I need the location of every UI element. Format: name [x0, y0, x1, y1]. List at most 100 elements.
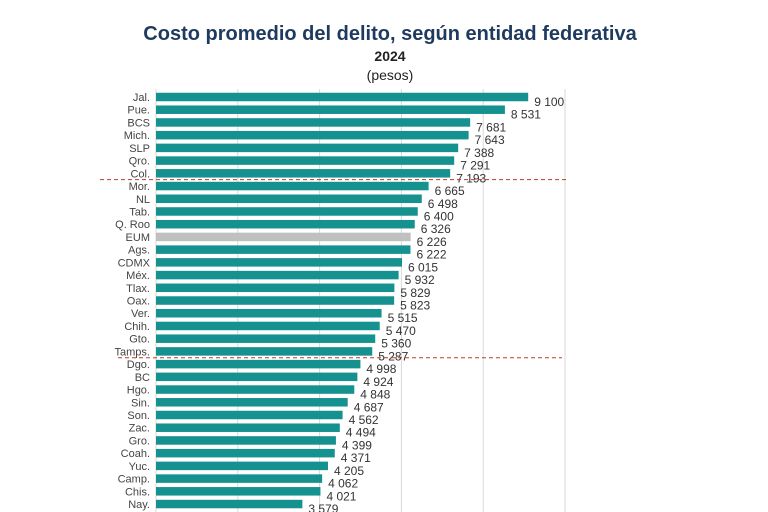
- bar-chih: [156, 321, 380, 331]
- category-label: Oax.: [127, 296, 150, 308]
- value-label: 6 400: [424, 209, 454, 223]
- value-label: 4 562: [349, 413, 379, 427]
- category-label: Zac.: [129, 423, 150, 435]
- value-label: 5 829: [400, 286, 430, 300]
- category-label: Ags.: [128, 245, 150, 257]
- category-label: BCS: [127, 117, 150, 129]
- value-label: 7 681: [476, 120, 506, 134]
- bar-chis: [156, 487, 321, 496]
- bar-bcs: [156, 118, 471, 127]
- bar-oax: [156, 296, 395, 305]
- bar-jal: [156, 92, 529, 102]
- value-label: 6 226: [417, 235, 447, 249]
- value-label: 4 021: [326, 489, 356, 503]
- bar-zac: [156, 423, 340, 432]
- category-label: Qro.: [129, 156, 150, 168]
- value-label: 5 360: [381, 337, 411, 351]
- value-label: 6 498: [428, 197, 458, 211]
- value-label: 7 193: [456, 171, 486, 185]
- category-label: Tlax.: [126, 283, 150, 295]
- bar-hgo: [156, 385, 355, 394]
- chart-subtitle: 2024: [374, 48, 405, 64]
- category-label: Mich.: [124, 130, 150, 142]
- bar-slp: [156, 143, 459, 153]
- bar-nay: [156, 499, 303, 509]
- bar-tamps: [156, 347, 373, 356]
- value-label: 3 579: [308, 502, 338, 512]
- value-label: 4 205: [334, 464, 364, 478]
- value-label: 7 291: [460, 159, 490, 173]
- category-label: Col.: [130, 168, 150, 180]
- bar-sin: [156, 398, 348, 407]
- bar-yuc: [156, 461, 328, 471]
- category-label: Camp.: [118, 474, 150, 486]
- category-label: Jal.: [133, 92, 150, 104]
- bar-gro: [156, 436, 336, 445]
- value-label: 4 399: [342, 438, 372, 452]
- category-label: Coah.: [121, 448, 150, 460]
- value-label: 4 062: [328, 477, 358, 491]
- bar-eum: [156, 232, 411, 242]
- value-label: 5 515: [388, 311, 418, 325]
- bar-tlax: [156, 283, 395, 293]
- category-label: Gro.: [129, 435, 150, 447]
- category-label: Sin.: [131, 397, 150, 409]
- value-label: 4 687: [354, 400, 384, 414]
- value-label: 5 287: [378, 349, 408, 363]
- bar-coah: [156, 448, 335, 458]
- bar-camp: [156, 474, 323, 483]
- category-label: EUM: [126, 232, 150, 244]
- bar-tab: [156, 207, 418, 216]
- value-label: 6 015: [408, 260, 438, 274]
- category-label: Chih.: [124, 321, 150, 333]
- bar-dgo: [156, 359, 361, 369]
- category-label: NL: [136, 194, 150, 206]
- category-label: Nay.: [128, 499, 150, 511]
- bar-ver: [156, 308, 382, 318]
- value-label: 6 222: [416, 248, 446, 262]
- category-label: Dgo.: [127, 359, 150, 371]
- value-label: 5 823: [400, 299, 430, 313]
- value-label: 9 100: [534, 95, 564, 109]
- category-label: Tamps.: [115, 346, 150, 358]
- category-label: Ver.: [131, 308, 150, 320]
- category-label: Chis.: [125, 486, 150, 498]
- value-label: 7 643: [475, 133, 505, 147]
- bar-bc: [156, 372, 358, 382]
- value-label: 4 371: [341, 451, 371, 465]
- category-label: Tab.: [129, 206, 150, 218]
- bar-qro: [156, 156, 455, 165]
- value-label: 4 848: [360, 388, 390, 402]
- category-label: Son.: [127, 410, 150, 422]
- bar-mor: [156, 181, 429, 191]
- bar-son: [156, 410, 343, 420]
- value-label: 5 932: [405, 273, 435, 287]
- bar-cdmx: [156, 258, 403, 267]
- category-label: Gto.: [129, 334, 150, 346]
- bar-mx: [156, 270, 399, 280]
- bar-col: [156, 169, 451, 178]
- bar-nl: [156, 194, 422, 204]
- value-label: 5 470: [386, 324, 416, 338]
- category-label: Méx.: [126, 270, 150, 282]
- bar-gto: [156, 334, 376, 343]
- value-label: 7 388: [464, 146, 494, 160]
- bar-qroo: [156, 219, 415, 229]
- category-label: Hgo.: [127, 385, 150, 397]
- category-label: Mor.: [129, 181, 150, 193]
- value-label: 4 494: [346, 426, 376, 440]
- chart-title: Costo promedio del delito, según entidad…: [143, 23, 637, 45]
- bar-ags: [156, 245, 411, 254]
- value-label: 8 531: [511, 108, 541, 122]
- category-label: BC: [135, 372, 150, 384]
- bar-pue: [156, 105, 505, 114]
- value-label: 4 924: [363, 375, 393, 389]
- category-label: SLP: [129, 143, 150, 155]
- category-label: CDMX: [118, 257, 151, 269]
- category-label: Yuc.: [129, 461, 150, 473]
- value-label: 6 665: [435, 184, 465, 198]
- value-label: 6 326: [421, 222, 451, 236]
- category-label: Q. Roo: [115, 219, 150, 231]
- bar-mich: [156, 130, 469, 140]
